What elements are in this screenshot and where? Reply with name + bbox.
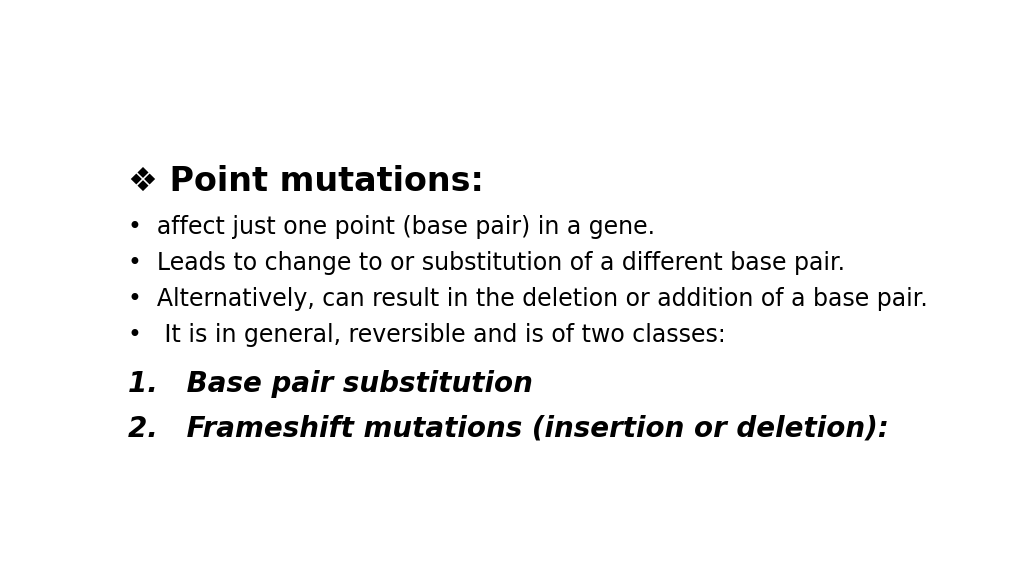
- Text: 1.   Base pair substitution: 1. Base pair substitution: [128, 370, 532, 398]
- Text: ❖ Point mutations:: ❖ Point mutations:: [128, 165, 484, 198]
- Text: 2.   Frameshift mutations (insertion or deletion):: 2. Frameshift mutations (insertion or de…: [128, 414, 889, 442]
- Text: •  Leads to change to or substitution of a different base pair.: • Leads to change to or substitution of …: [128, 251, 845, 275]
- Text: •   It is in general, reversible and is of two classes:: • It is in general, reversible and is of…: [128, 323, 726, 347]
- Text: •  Alternatively, can result in the deletion or addition of a base pair.: • Alternatively, can result in the delet…: [128, 287, 928, 311]
- Text: •  affect just one point (base pair) in a gene.: • affect just one point (base pair) in a…: [128, 215, 655, 239]
